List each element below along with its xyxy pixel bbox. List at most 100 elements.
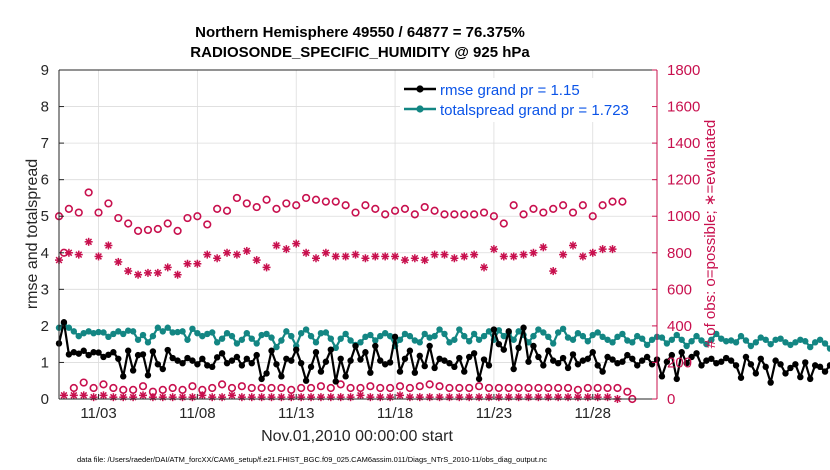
obs-evaluated-point (480, 263, 489, 272)
rmse-point (485, 362, 493, 369)
obs-evaluated-point (203, 250, 212, 259)
obs-possible-point (460, 210, 469, 219)
obs-evaluated-point (218, 393, 227, 402)
spread-point (718, 335, 725, 342)
rmse-point (495, 340, 503, 348)
spread-point (233, 340, 241, 347)
obs-evaluated-point (356, 391, 365, 400)
spread-point (826, 345, 830, 352)
spread-point (752, 339, 760, 346)
rmse-point (347, 357, 354, 364)
spread-point (189, 325, 196, 333)
rmse-point (713, 359, 720, 367)
spread-point (80, 330, 87, 337)
spread-point (194, 330, 201, 337)
obs-evaluated-point (302, 248, 311, 257)
spread-point (401, 330, 409, 338)
rmse-point (362, 349, 369, 356)
spread-point (174, 328, 181, 336)
obs-evaluated-point (252, 256, 261, 265)
obs-evaluated-point (514, 393, 523, 402)
obs-possible-point (598, 201, 607, 210)
rmse-point (174, 357, 181, 364)
rmse-point (189, 357, 196, 364)
obs-evaluated-point (425, 393, 434, 402)
spread-point (559, 325, 567, 333)
obs-possible-point (193, 212, 202, 221)
obs-evaluated-point (242, 246, 251, 255)
obs-possible-point (143, 225, 153, 235)
obs-possible-point (405, 383, 414, 393)
spread-point (807, 343, 814, 351)
rmse-point (253, 351, 260, 359)
spread-point (609, 339, 616, 346)
rmse-point (421, 362, 428, 370)
y-tick-label-left: 2 (41, 318, 49, 335)
rmse-point (619, 358, 626, 365)
rmse-point (406, 347, 414, 354)
y-tick-label-right: 800 (667, 245, 692, 262)
rmse-point (204, 362, 211, 369)
obs-evaluated-point (573, 393, 582, 402)
rmse-point (451, 363, 458, 371)
legend: rmse grand pr = 1.15 totalspread grand p… (400, 78, 652, 122)
spread-point (372, 337, 379, 344)
obs-evaluated-point (361, 254, 370, 263)
rmse-point (559, 354, 567, 362)
spread-point (312, 339, 320, 346)
obs-possible-point (415, 382, 424, 391)
obs-evaluated-point (89, 393, 98, 402)
obs-possible-point (366, 382, 375, 391)
rmse-point (95, 349, 102, 356)
obs-possible-point (297, 383, 306, 393)
rmse-point (129, 367, 137, 374)
obs-evaluated-point (405, 393, 414, 402)
rmse-point (688, 353, 695, 361)
obs-evaluated-point (84, 237, 93, 246)
obs-evaluated-point (445, 393, 454, 402)
rmse-point (727, 357, 735, 364)
rmse-point (579, 357, 587, 364)
spread-point (727, 337, 735, 344)
obs-evaluated-series (55, 237, 622, 403)
obs-evaluated-point (183, 259, 192, 268)
obs-possible-point (74, 208, 83, 217)
obs-possible-point (440, 210, 449, 219)
obs-possible-point (133, 226, 143, 235)
spread-point (816, 336, 824, 343)
y-tick-label-right: 600 (667, 281, 692, 298)
rmse-point (762, 363, 769, 371)
obs-evaluated-point (198, 391, 207, 400)
tick-labels: 0 1 2 3 4 5 6 7 8 9 0 200 400 600 800 1000 1200 1400 1600 1… (41, 62, 701, 422)
obs-evaluated-point (475, 393, 484, 402)
obs-possible-point (623, 387, 632, 396)
obs-possible-point (69, 383, 78, 393)
rmse-point (233, 353, 241, 361)
spread-point (708, 336, 715, 343)
spread-point (762, 336, 769, 343)
obs-evaluated-point (262, 263, 271, 272)
obs-evaluated-point (109, 393, 118, 402)
rmse-point (317, 368, 325, 375)
obs-evaluated-point (64, 248, 73, 257)
spread-point (159, 328, 166, 335)
y-tick-label-left: 9 (41, 62, 49, 79)
spread-point (624, 337, 631, 344)
rmse-point (624, 351, 631, 359)
rmse-point (134, 351, 142, 359)
spread-point (688, 338, 695, 345)
rmse-point (154, 361, 162, 368)
obs-possible-point (524, 383, 533, 393)
obs-possible-point (568, 208, 578, 217)
rmse-point (520, 324, 527, 331)
rmse-point (105, 351, 112, 358)
rmse-point (218, 350, 226, 357)
chart-title-line1: Northern Hemisphere 49550 / 64877 = 76.3… (195, 24, 525, 41)
obs-possible-point (302, 193, 311, 203)
obs-possible-point (331, 197, 340, 206)
spread-point (357, 339, 364, 346)
rmse-point (821, 368, 829, 375)
spread-point (199, 332, 206, 340)
rmse-point (678, 349, 685, 356)
rmse-point (807, 375, 814, 383)
